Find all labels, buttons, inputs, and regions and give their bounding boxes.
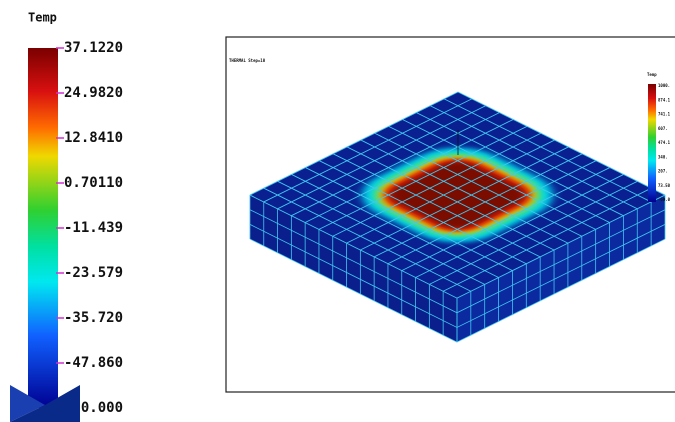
legend-label: 12.8410	[64, 130, 123, 146]
mini-legend-label: 874.1	[658, 97, 671, 102]
viewport-caption: THERMAL Step=10	[229, 58, 266, 63]
mini-color-scale	[648, 84, 656, 202]
mini-legend-label: 741.1	[658, 112, 671, 117]
mini-legend-label: 607.	[658, 126, 668, 131]
mini-legend-title: Temp	[647, 72, 657, 77]
mini-legend-label: -60.0	[658, 197, 671, 202]
mini-legend-label: 1000.	[658, 83, 670, 88]
legend-label: -11.439	[64, 220, 123, 236]
mini-legend-label: 207.	[658, 169, 668, 174]
legend-label: -47.860	[64, 355, 123, 371]
legend-label: -23.579	[64, 265, 123, 281]
mini-legend-label: 340.	[658, 154, 668, 159]
legend-label: 37.1220	[64, 40, 123, 56]
legend-label: 0.70110	[64, 175, 123, 191]
legend-label: -35.720	[64, 310, 123, 326]
color-scale	[28, 48, 58, 408]
mini-legend-label: 474.1	[658, 140, 671, 145]
screen: Temp 37.1220 24.9820 12.8410 0.70110 -11.439…	[0, 0, 675, 422]
legend-title: Temp	[28, 11, 57, 25]
legend-label: 24.9820	[64, 85, 123, 101]
mini-legend-label: 73.50	[658, 183, 671, 188]
